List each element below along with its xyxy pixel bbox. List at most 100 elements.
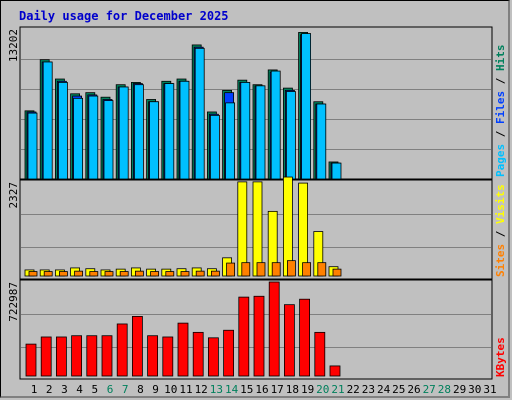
x-tick-label: 23 <box>362 383 375 396</box>
x-tick-label: 24 <box>377 383 391 396</box>
x-tick-label: 4 <box>76 383 83 396</box>
bar-sites <box>241 262 251 277</box>
bar-pages <box>133 84 144 180</box>
bar-pages <box>316 103 327 180</box>
bar-pages <box>118 86 129 180</box>
bar-pages <box>73 97 83 180</box>
side-legend: Pages / Files / Hits <box>494 45 507 178</box>
x-tick-label: 10 <box>164 383 177 396</box>
side-legend: KBytes <box>494 337 507 377</box>
bar-kbytes <box>283 304 295 377</box>
x-tick-label: 14 <box>225 383 239 396</box>
bar-sites <box>59 271 68 277</box>
side-legend-part: / <box>494 124 507 144</box>
x-tick-label: 7 <box>122 383 129 396</box>
x-tick-label: 27 <box>423 383 436 396</box>
side-legend-part: Files <box>494 91 507 124</box>
x-tick-label: 26 <box>407 383 420 396</box>
bar-sites <box>74 270 83 277</box>
x-tick-label: 3 <box>61 383 68 396</box>
bar-kbytes <box>314 331 326 377</box>
side-legend-part: Sites <box>494 244 507 277</box>
bar-pages <box>194 47 205 180</box>
chart-title: Daily usage for December 2025 <box>19 9 229 23</box>
x-tick-label: 22 <box>347 383 360 396</box>
side-legend-part: Hits <box>494 45 507 72</box>
x-tick-label: 15 <box>240 383 253 396</box>
bar-pages <box>103 100 114 180</box>
bar-sites <box>226 262 236 277</box>
bar-pages <box>42 61 53 180</box>
x-tick-label: 6 <box>107 383 114 396</box>
bar-pages <box>209 114 220 180</box>
x-tick-label: 20 <box>316 383 329 396</box>
x-tick-label: 21 <box>331 383 344 396</box>
bar-kbytes <box>223 329 235 377</box>
bar-sites <box>134 270 144 277</box>
bar-pages <box>225 102 236 180</box>
bar-pages <box>149 101 160 180</box>
bar-sites <box>119 271 129 277</box>
bar-pages <box>255 85 266 180</box>
bar-pages <box>58 82 68 180</box>
bar-sites <box>104 271 114 277</box>
bar-sites <box>180 271 190 277</box>
bar-pages <box>27 112 38 180</box>
bar-sites <box>195 270 205 277</box>
bar-kbytes <box>71 335 82 377</box>
y-max-label: 722987 <box>7 282 20 322</box>
bar-sites <box>165 271 175 277</box>
bar-kbytes <box>25 343 37 377</box>
x-tick-label: 11 <box>179 383 192 396</box>
bar-kbytes <box>56 336 67 377</box>
x-tick-label: 5 <box>91 383 98 396</box>
x-tick-label: 31 <box>483 383 496 396</box>
bar-visits <box>252 181 263 277</box>
x-tick-label: 28 <box>438 383 451 396</box>
bar-pages <box>301 33 312 180</box>
y-max-label: 13202 <box>7 29 20 62</box>
bar-kbytes <box>131 316 143 377</box>
x-tick-label: 9 <box>152 383 159 396</box>
bar-kbytes <box>40 336 52 377</box>
bar-sites <box>28 271 38 277</box>
x-tick-label: 12 <box>195 383 208 396</box>
bar-pages <box>331 162 342 180</box>
bar-visits <box>298 182 309 277</box>
side-legend-part: Visits <box>494 184 507 224</box>
x-tick-label: 2 <box>46 383 53 396</box>
bar-kbytes <box>192 331 204 377</box>
bar-sites <box>271 262 281 277</box>
bar-kbytes <box>253 295 265 377</box>
bar-kbytes <box>86 335 98 377</box>
bar-visits <box>237 181 248 277</box>
side-legend-part: / <box>494 71 507 91</box>
side-legend-part: / <box>494 224 507 244</box>
side-legend-part: KBytes <box>494 337 507 377</box>
bar-kbytes <box>162 336 174 377</box>
y-max-label: 2327 <box>7 182 20 209</box>
x-tick-label: 17 <box>271 383 284 396</box>
bar-kbytes <box>147 335 159 377</box>
x-tick-label: 18 <box>286 383 299 396</box>
bar-kbytes <box>299 298 311 377</box>
x-tick-label: 16 <box>255 383 268 396</box>
x-tick-label: 8 <box>137 383 144 396</box>
side-legend: Sites / Visits <box>494 184 507 277</box>
bar-sites <box>286 260 296 277</box>
bar-sites <box>210 270 220 277</box>
x-tick-label: 30 <box>468 383 481 396</box>
bar-kbytes <box>268 281 280 377</box>
bar-sites <box>332 268 342 277</box>
bar-pages <box>285 91 296 180</box>
bar-sites <box>43 271 53 277</box>
bar-pages <box>179 80 190 180</box>
bar-kbytes <box>238 296 250 377</box>
bar-pages <box>88 95 99 180</box>
x-tick-label: 25 <box>392 383 405 396</box>
x-tick-label: 13 <box>210 383 223 396</box>
bar-sites <box>89 271 99 277</box>
